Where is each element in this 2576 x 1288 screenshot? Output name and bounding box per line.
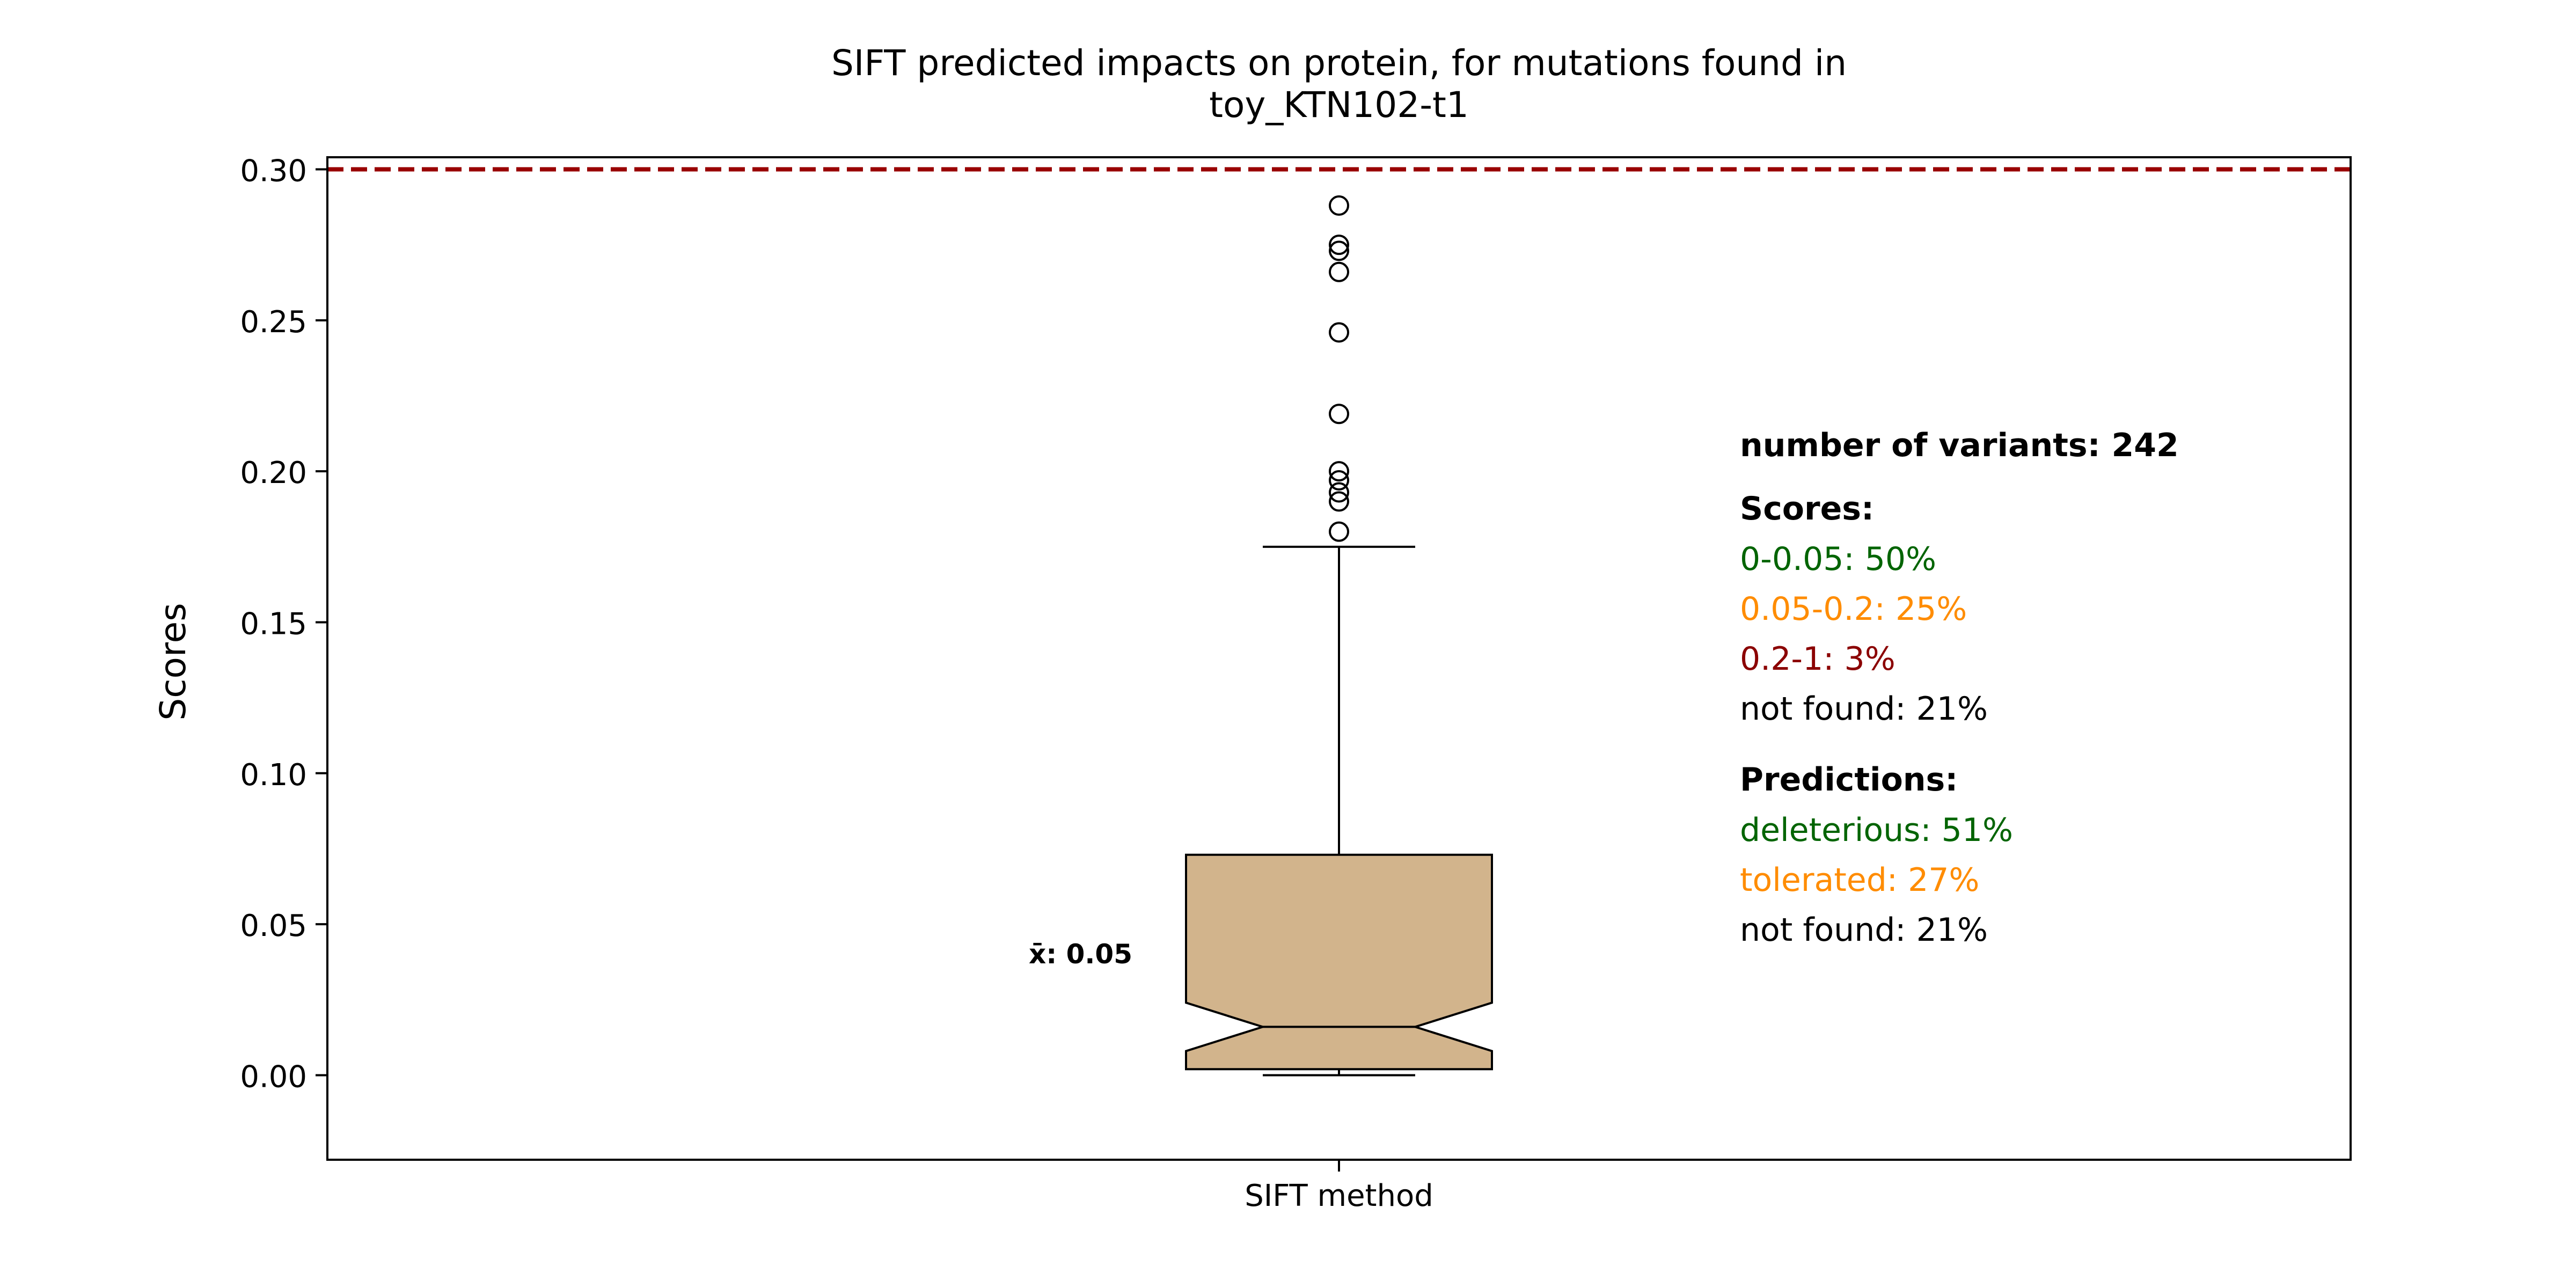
y-tick-label: 0.15 <box>240 606 307 641</box>
mean-label: x̄: 0.05 <box>1029 939 1132 970</box>
prediction-bucket: deleterious: 51% <box>1740 811 2013 849</box>
predictions-header: Predictions: <box>1740 761 1958 799</box>
outlier-point <box>1329 261 1349 282</box>
outlier-point <box>1329 322 1349 343</box>
outlier-point <box>1329 482 1349 503</box>
outlier-point <box>1329 195 1349 216</box>
prediction-bucket: not found: 21% <box>1740 911 1988 949</box>
y-tick-label: 0.20 <box>240 456 307 491</box>
y-tick-label: 0.00 <box>240 1059 307 1094</box>
y-tick-label: 0.05 <box>240 909 307 943</box>
outlier-point <box>1329 521 1349 542</box>
outlier-point <box>1329 240 1349 261</box>
y-tick-label: 0.25 <box>240 305 307 340</box>
axes-frame <box>326 156 2352 1161</box>
outlier-point <box>1329 470 1349 491</box>
x-tick-label: SIFT method <box>1245 1179 1433 1213</box>
variant-count: number of variants: 242 <box>1740 427 2179 464</box>
score-bucket: 0-0.05: 50% <box>1740 540 1936 578</box>
outlier-point <box>1329 491 1349 512</box>
chart-title: SIFT predicted impacts on protein, for m… <box>831 42 1847 84</box>
y-tick-label: 0.30 <box>240 154 307 189</box>
prediction-bucket: tolerated: 27% <box>1740 861 1979 899</box>
scores-header: Scores: <box>1740 490 1874 528</box>
y-axis-label: Scores <box>152 603 194 720</box>
score-bucket: 0.05-0.2: 25% <box>1740 590 1967 628</box>
chart-title-line-2: toy_KTN102-t1 <box>1209 84 1469 126</box>
outlier-point <box>1329 461 1349 482</box>
plot-area: 0.00 0.05 0.10 0.15 0.20 0.25 0.30 SIFT method x… <box>240 154 2351 1213</box>
y-tick-label: 0.10 <box>240 758 307 793</box>
outlier-point <box>1329 404 1349 425</box>
notched-box <box>1185 853 1493 1071</box>
outlier-point <box>1329 235 1349 255</box>
score-bucket: not found: 21% <box>1740 690 1988 728</box>
score-bucket: 0.2-1: 3% <box>1740 640 1896 678</box>
stats-annotations: number of variants: 242 Scores: 0-0.05: 50… <box>1740 427 2179 949</box>
